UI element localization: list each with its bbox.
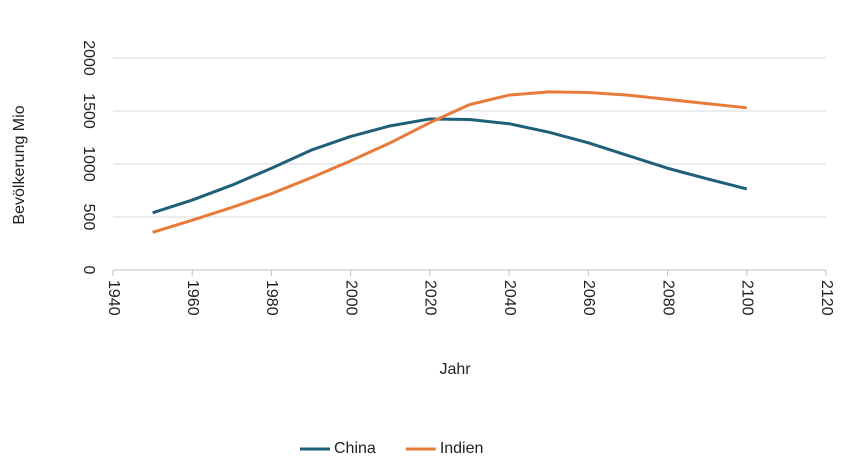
x-tick-label: 2120 <box>818 280 835 316</box>
legend-label: Indien <box>440 440 484 457</box>
x-tick-label: 2000 <box>342 280 359 316</box>
x-tick-label: 1960 <box>184 280 201 316</box>
y-tick-label: 1000 <box>80 146 97 182</box>
legend-label: China <box>334 440 376 457</box>
series-line <box>152 117 748 215</box>
series-line <box>152 90 747 234</box>
y-tick-label: 500 <box>80 204 97 231</box>
x-tick-label: 2080 <box>659 280 676 316</box>
y-tick-label: 1500 <box>80 93 97 129</box>
x-tick-label: 2100 <box>739 280 756 316</box>
y-tick-label: 2000 <box>80 40 97 76</box>
x-tick-label: 2060 <box>580 280 597 316</box>
x-tick-label: 2020 <box>422 280 439 316</box>
x-tick-label: 2040 <box>501 280 518 316</box>
x-tick-label: 1980 <box>263 280 280 316</box>
y-tick-label: 0 <box>80 266 97 275</box>
x-tick-label: 1940 <box>105 280 122 316</box>
y-axis-title: Bevölkerung Mio <box>11 105 28 224</box>
x-axis-title: Jahr <box>439 361 471 378</box>
